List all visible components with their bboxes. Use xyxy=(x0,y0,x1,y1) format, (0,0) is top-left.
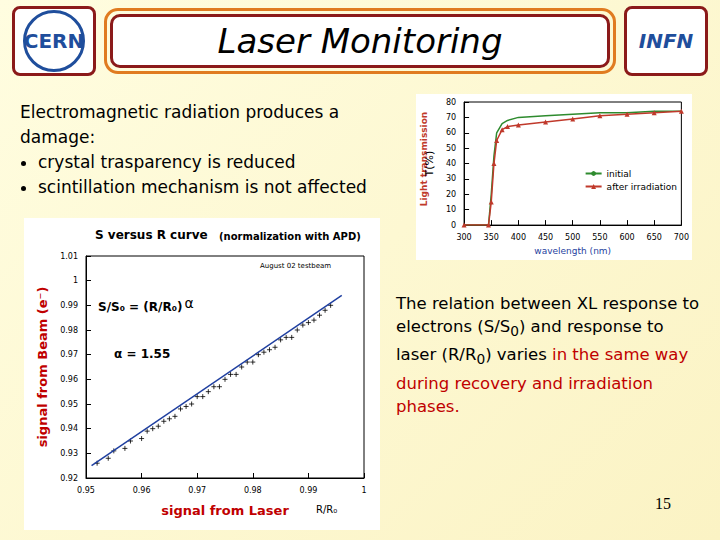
svg-text:initial: initial xyxy=(607,169,632,179)
svg-text:550: 550 xyxy=(592,233,607,242)
svg-text:300: 300 xyxy=(456,233,471,242)
svg-text:(normalization with APD): (normalization with APD) xyxy=(219,231,361,242)
svg-text:August 02 testbeam: August 02 testbeam xyxy=(260,262,331,270)
svg-text:signal from Beam (e⁻): signal from Beam (e⁻) xyxy=(35,287,50,448)
svg-text:T(%): T(%) xyxy=(423,151,436,178)
svg-text:R/R₀: R/R₀ xyxy=(316,504,337,515)
svg-text:500: 500 xyxy=(565,233,580,242)
html-text:The relation between XL respon: The relation between XL response to elec… xyxy=(396,294,700,416)
svg-text:0.98: 0.98 xyxy=(244,486,262,495)
svg-text:20: 20 xyxy=(446,190,456,199)
svg-text:1: 1 xyxy=(73,276,78,285)
svg-text:350: 350 xyxy=(484,233,499,242)
svg-text:after irradiation: after irradiation xyxy=(607,182,677,192)
svg-text:0.92: 0.92 xyxy=(60,474,78,483)
svg-text:0.99: 0.99 xyxy=(60,301,78,310)
svg-text:0.97: 0.97 xyxy=(188,486,206,495)
html-text:crystal trasparency is reduced: crystal trasparency is reduced xyxy=(38,152,296,172)
svg-text:S versus R curve: S versus R curve xyxy=(95,228,208,242)
svg-text:0.97: 0.97 xyxy=(60,350,78,359)
svg-text:S/S₀ = (R/R₀): S/S₀ = (R/R₀) xyxy=(98,300,182,314)
html-text:scintillation mechanism is not: scintillation mechanism is not affected xyxy=(38,177,367,197)
html-text:Electromagnetic radiation prod: Electromagnetic radiation produces a dam… xyxy=(20,102,340,147)
html-text:15: 15 xyxy=(655,495,671,512)
svg-text:80: 80 xyxy=(446,98,456,107)
svg-text:0.96: 0.96 xyxy=(60,375,78,384)
svg-text:30: 30 xyxy=(446,174,456,183)
svg-text:wavelength (nm): wavelength (nm) xyxy=(534,246,611,256)
svg-text:0.99: 0.99 xyxy=(299,486,317,495)
svg-text:60: 60 xyxy=(446,128,456,137)
html-text:INFN: INFN xyxy=(638,29,694,53)
svg-text:0.95: 0.95 xyxy=(60,400,78,409)
svg-text:400: 400 xyxy=(511,233,526,242)
html-text:Laser Monitoring: Laser Monitoring xyxy=(217,21,503,61)
svg-text:α: α xyxy=(184,295,193,311)
svg-text:700: 700 xyxy=(674,233,689,242)
svg-text:0.95: 0.95 xyxy=(77,486,95,495)
svg-text:10: 10 xyxy=(446,205,456,214)
svg-text:0.98: 0.98 xyxy=(60,326,78,335)
svg-text:0: 0 xyxy=(451,221,456,230)
svg-text:50: 50 xyxy=(446,144,456,153)
svg-text:α = 1.55: α = 1.55 xyxy=(114,347,170,361)
svg-text:Light transmission: Light transmission xyxy=(419,111,429,207)
svg-text:0.94: 0.94 xyxy=(60,424,78,433)
svg-text:450: 450 xyxy=(538,233,553,242)
svg-text:0.96: 0.96 xyxy=(133,486,151,495)
svg-text:1.01: 1.01 xyxy=(60,252,78,261)
svg-text:70: 70 xyxy=(446,113,456,122)
svg-text:650: 650 xyxy=(647,233,662,242)
svg-text:1: 1 xyxy=(361,486,366,495)
svg-text:0.93: 0.93 xyxy=(60,449,78,458)
svg-text:40: 40 xyxy=(446,159,456,168)
svg-text:signal from Laser: signal from Laser xyxy=(161,503,289,518)
svg-text:600: 600 xyxy=(619,233,634,242)
html-text:CERN: CERN xyxy=(23,29,85,53)
